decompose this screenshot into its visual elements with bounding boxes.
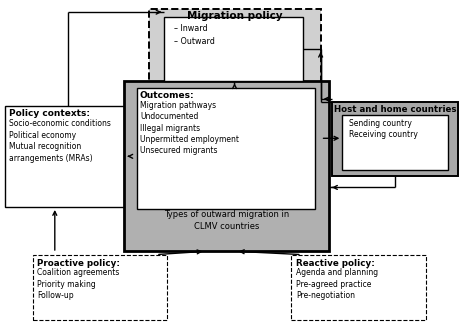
Bar [149, 9, 320, 86]
Text: Host and home countries: Host and home countries [334, 105, 456, 114]
Bar [5, 106, 131, 207]
Bar [332, 102, 458, 176]
Text: Coalition agreements
Priority making
Follow-up: Coalition agreements Priority making Fol… [37, 268, 120, 300]
Text: Proactive policy:: Proactive policy: [37, 259, 120, 268]
Bar [342, 115, 448, 170]
Bar [292, 255, 426, 320]
Bar [164, 17, 303, 81]
Text: Outcomes:: Outcomes: [140, 91, 195, 100]
Text: Migration policy: Migration policy [187, 11, 283, 21]
Text: – Inward
– Outward: – Inward – Outward [174, 24, 215, 46]
Text: Policy contexts:: Policy contexts: [9, 110, 90, 118]
Text: Socio-economic conditions
Political economy
Mutual recognition
arrangements (MRA: Socio-economic conditions Political econ… [9, 119, 111, 163]
Text: Sending country
Receiving country: Sending country Receiving country [349, 119, 418, 139]
Text: Migration pathways
Undocumented
Illegal migrants
Unpermitted employment
Unsecure: Migration pathways Undocumented Illegal … [140, 101, 239, 155]
Bar [125, 81, 329, 251]
Text: Agenda and planning
Pre-agreed practice
Pre-negotiation: Agenda and planning Pre-agreed practice … [296, 268, 378, 300]
Bar [137, 88, 316, 209]
Text: Types of outward migration in
CLMV countries: Types of outward migration in CLMV count… [164, 210, 289, 231]
Bar [33, 255, 167, 320]
Text: Reactive policy:: Reactive policy: [296, 259, 375, 268]
